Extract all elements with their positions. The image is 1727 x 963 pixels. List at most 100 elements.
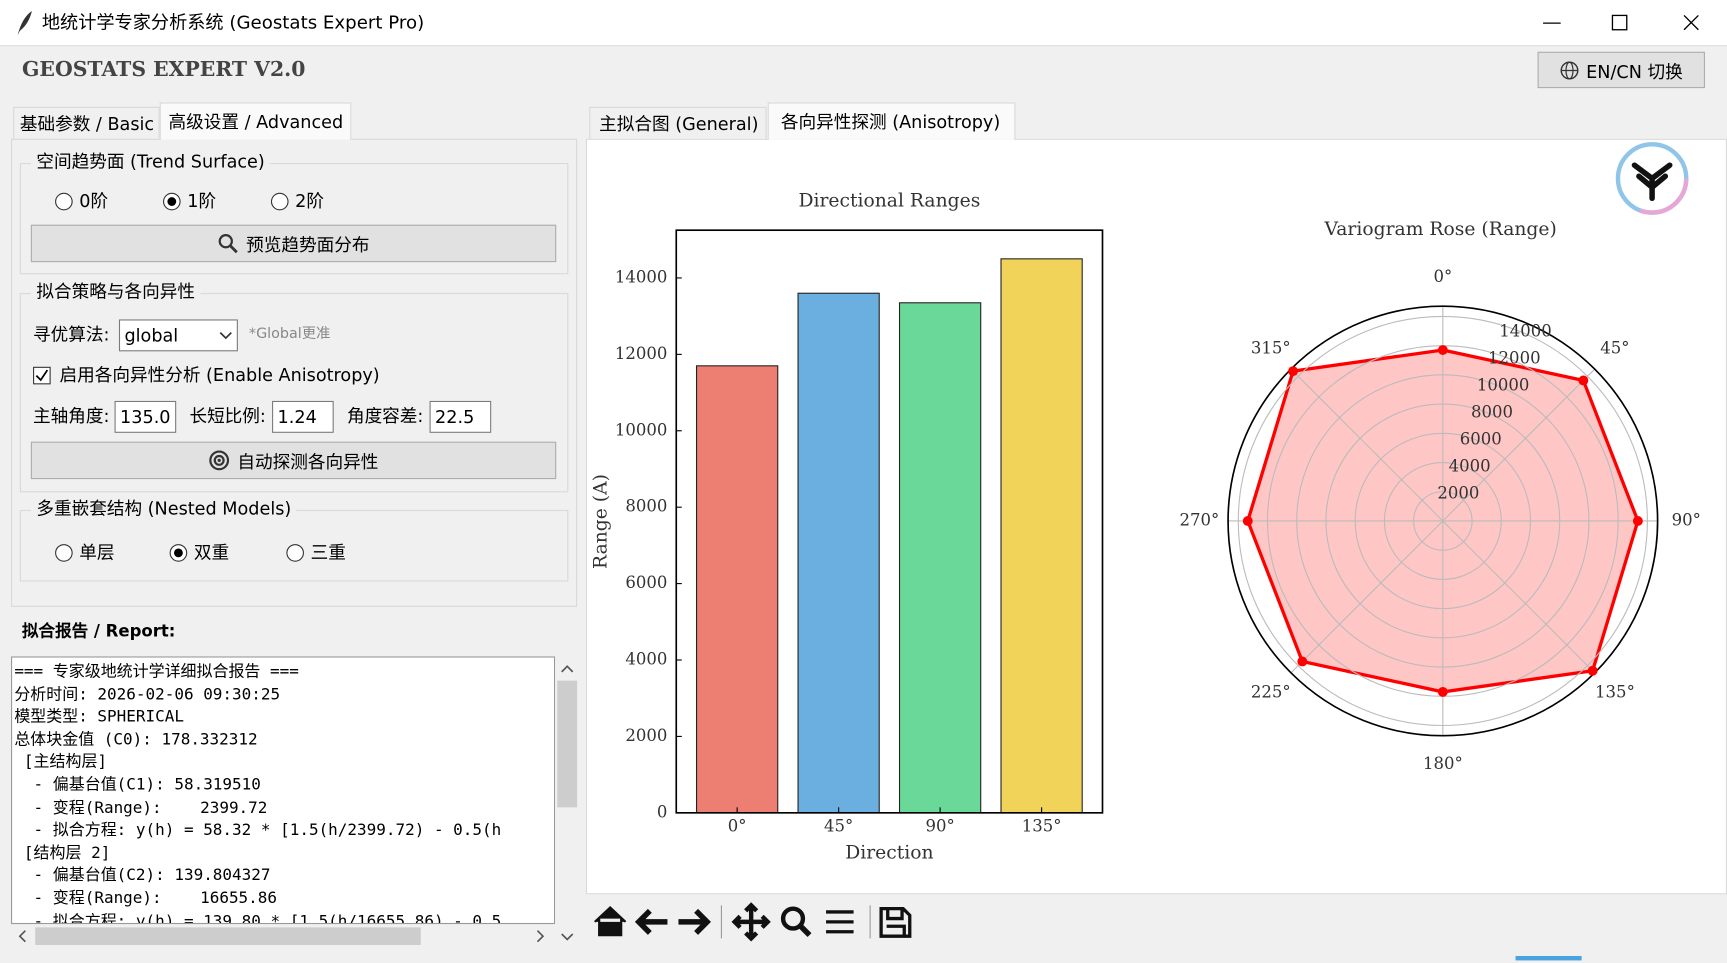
v-scrollbar[interactable]	[555, 656, 580, 925]
angle-input[interactable]: 135.0	[114, 400, 177, 433]
search-icon	[219, 234, 239, 254]
bar	[696, 365, 779, 814]
report-line: - 变程(Range): 16655.86	[14, 889, 278, 908]
configure-button[interactable]	[826, 910, 854, 934]
report-line: - 拟合方程: y(h) = 58.32 * [1.5(h/2399.72) -…	[14, 821, 502, 840]
maximize-button[interactable]	[1611, 14, 1628, 31]
y-tick-label: 8000	[625, 497, 667, 516]
report-text[interactable]: === 专家级地统计学详细拟合报告 === 分析时间: 2026-02-06 09…	[11, 656, 556, 925]
checkbox-label: 启用各向异性分析 (Enable Anisotropy)	[59, 364, 380, 386]
axes-frame	[675, 229, 1104, 814]
algo-hint: *Global更准	[248, 326, 331, 343]
radio-label: 0阶	[79, 190, 109, 212]
radio-button[interactable]	[55, 544, 73, 562]
tab-label: 各向异性探测 (Anisotropy)	[780, 111, 1001, 133]
report-label: 拟合报告 / Report:	[22, 621, 176, 642]
save-button[interactable]	[879, 907, 912, 938]
grid-spoke	[1442, 520, 1596, 674]
y-tick-label: 2000	[625, 726, 667, 745]
y-tick-label: 14000	[615, 267, 668, 286]
y-tick-label: 6000	[625, 573, 667, 592]
r-tick-label: 10000	[1477, 375, 1530, 394]
rose-point	[1288, 366, 1298, 377]
theta-tick-label: 45°	[1600, 338, 1629, 357]
tab-label: 基础参数 / Basic	[19, 113, 155, 135]
x-tick-label: 45°	[824, 817, 853, 836]
radio-label: 1阶	[187, 190, 217, 212]
rose-point	[1578, 375, 1589, 386]
theta-tick-label: 135°	[1595, 683, 1635, 702]
radio-label: 2阶	[295, 190, 325, 212]
tolerance-label: 角度容差:	[346, 405, 424, 427]
lang-button[interactable]: EN/CN 切换	[1537, 51, 1705, 89]
dropdown-arrow	[219, 331, 232, 339]
algo-combobox[interactable]: global	[118, 319, 238, 352]
target-icon	[209, 450, 230, 471]
report-line: - 拟合方程: y(h) = 139.80 * [1.5(h/16655.86)…	[14, 912, 502, 925]
angle-label: 主轴角度:	[33, 405, 110, 427]
scroll-thumb[interactable]	[557, 680, 578, 808]
r-tick-label: 4000	[1449, 456, 1491, 475]
radio-button[interactable]	[286, 544, 304, 562]
check-mark	[35, 369, 49, 382]
ratio-input[interactable]: 1.24	[272, 400, 334, 433]
logo[interactable]	[1615, 142, 1689, 215]
strategy-group	[19, 292, 569, 493]
scroll-arrows	[18, 665, 574, 943]
tab-label: 主拟合图 (General)	[599, 113, 759, 135]
tab-general[interactable]: 主拟合图 (General)	[589, 106, 767, 139]
anisotropy-checkbox[interactable]	[33, 366, 51, 385]
toolbar	[594, 902, 912, 942]
preview-trend-button[interactable]: 预览趋势面分布	[30, 224, 557, 263]
group-title: 拟合策略与各向异性	[30, 280, 201, 303]
button-label: 预览趋势面分布	[246, 234, 370, 256]
zoom-button[interactable]	[780, 906, 812, 938]
radio-dot	[167, 197, 177, 206]
radio-label: 三重	[310, 541, 346, 563]
chart-title: Variogram Rose (Range)	[1323, 219, 1556, 240]
theta-tick-label: 90°	[1672, 510, 1701, 529]
h-scrollbar[interactable]	[11, 925, 556, 948]
detect-anisotropy-button[interactable]: 自动探测各向异性	[30, 441, 557, 480]
report-line: === 专家级地统计学详细拟合报告 ===	[14, 663, 299, 681]
radio-button[interactable]	[163, 192, 181, 211]
tab-anisotropy[interactable]: 各向异性探测 (Anisotropy)	[767, 102, 1016, 140]
bar	[797, 292, 880, 814]
window-controls	[1543, 14, 1699, 31]
report-line: 分析时间: 2026-02-06 09:30:25	[14, 685, 281, 704]
tab-label: 高级设置 / Advanced	[168, 111, 344, 133]
tolerance-input[interactable]: 22.5	[429, 400, 492, 433]
close-button[interactable]	[1683, 14, 1699, 31]
forward-button[interactable]	[678, 908, 711, 935]
report-line: 总体块金值 (C0): 178.332312	[14, 731, 258, 749]
r-tick-label: 12000	[1488, 348, 1541, 367]
progress-indicator	[1515, 956, 1582, 961]
grid-spoke	[1442, 368, 1596, 522]
r-tick-label: 14000	[1499, 321, 1552, 340]
y-tick-label: 10000	[615, 420, 668, 439]
radio-button[interactable]	[270, 192, 289, 211]
report-line: 模型类型: SPHERICAL	[14, 708, 184, 727]
group-title: 多重嵌套结构 (Nested Models)	[30, 497, 297, 520]
back-button[interactable]	[634, 908, 668, 935]
x-tick-label: 90°	[925, 817, 954, 836]
rose-point	[1587, 665, 1598, 676]
r-tick-label: 6000	[1460, 429, 1502, 448]
tab-basic[interactable]: 基础参数 / Basic	[13, 106, 160, 139]
pan-button[interactable]	[731, 902, 771, 942]
rose-point	[1437, 345, 1448, 355]
report-line: [主结构层]	[14, 753, 108, 772]
app-name: GEOSTATS EXPERT V2.0	[22, 58, 306, 82]
theta-tick-label: 225°	[1251, 683, 1291, 702]
report-line: [结构层 2]	[14, 844, 111, 863]
rose-point	[1437, 686, 1448, 697]
bar	[1000, 258, 1083, 814]
button-label: 自动探测各向异性	[237, 451, 379, 473]
radio-button[interactable]	[55, 192, 73, 211]
home-button[interactable]	[594, 906, 627, 937]
group-title: 空间趋势面 (Trend Surface)	[30, 150, 271, 173]
radio-button[interactable]	[169, 544, 188, 562]
tab-advanced[interactable]: 高级设置 / Advanced	[159, 102, 352, 140]
scroll-thumb[interactable]	[35, 927, 421, 946]
app-icon	[17, 11, 32, 36]
